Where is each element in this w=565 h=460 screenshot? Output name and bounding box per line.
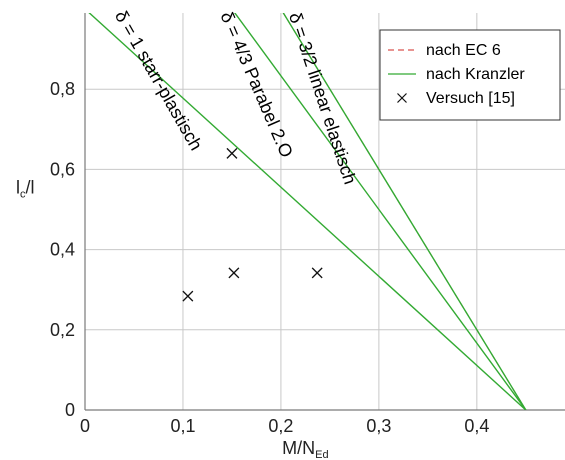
y-tick-label: 0,4 — [50, 240, 75, 260]
legend-label: nach EC 6 — [426, 42, 501, 59]
data-point — [226, 147, 238, 159]
y-tick-label: 0,6 — [50, 159, 75, 179]
annotation-1: δ = 1 starr-plastisch — [111, 7, 206, 154]
y-axis-label-subscript: c — [20, 188, 26, 200]
data-point-stroke — [226, 147, 238, 159]
x-tick-label: 0,1 — [170, 416, 195, 436]
annotation-3: δ = 3/2 linear elastisch — [285, 10, 360, 187]
y-axis-label: lc/l — [16, 177, 35, 200]
series-line-4 — [282, 13, 527, 410]
x-axis-label-subscript: Ed — [315, 449, 328, 460]
legend-box — [379, 29, 561, 121]
data-point — [228, 267, 240, 279]
x-axis-label: M/NEd — [282, 438, 328, 460]
x-tick-label: 0,4 — [464, 416, 489, 436]
x-tick-label: 0,2 — [268, 416, 293, 436]
series — [88, 13, 527, 410]
y-tick-label: 0,8 — [50, 79, 75, 99]
legend-marker — [397, 93, 407, 103]
data-points — [182, 147, 323, 302]
series-line-2 — [88, 13, 527, 410]
y-tick-label: 0 — [65, 400, 75, 420]
x-tick-label: 0 — [80, 416, 90, 436]
data-point-stroke — [182, 290, 194, 302]
legend: nach EC 6 nach Kranzler Versuch [15] — [379, 29, 561, 121]
annotations: δ = 1 starr-plastisch δ = 4/3 Parabel 2.O… — [111, 7, 360, 187]
data-point — [311, 267, 323, 279]
data-point — [182, 290, 194, 302]
axes: 0 0,1 0,2 0,3 0,4 0 0,2 0,4 0,6 0,8 M/NEd lc/l — [16, 13, 565, 460]
data-point-stroke — [311, 267, 323, 279]
legend-label: nach Kranzler — [426, 66, 525, 83]
y-tick-label: 0,2 — [50, 320, 75, 340]
legend-label: Versuch [15] — [426, 90, 515, 107]
annotation-2: δ = 4/3 Parabel 2.O — [217, 9, 297, 161]
x-tick-label: 0,3 — [366, 416, 391, 436]
data-point-stroke — [228, 267, 240, 279]
y-axis-label-suffix: /l — [26, 177, 35, 197]
series-line-3 — [234, 13, 527, 410]
